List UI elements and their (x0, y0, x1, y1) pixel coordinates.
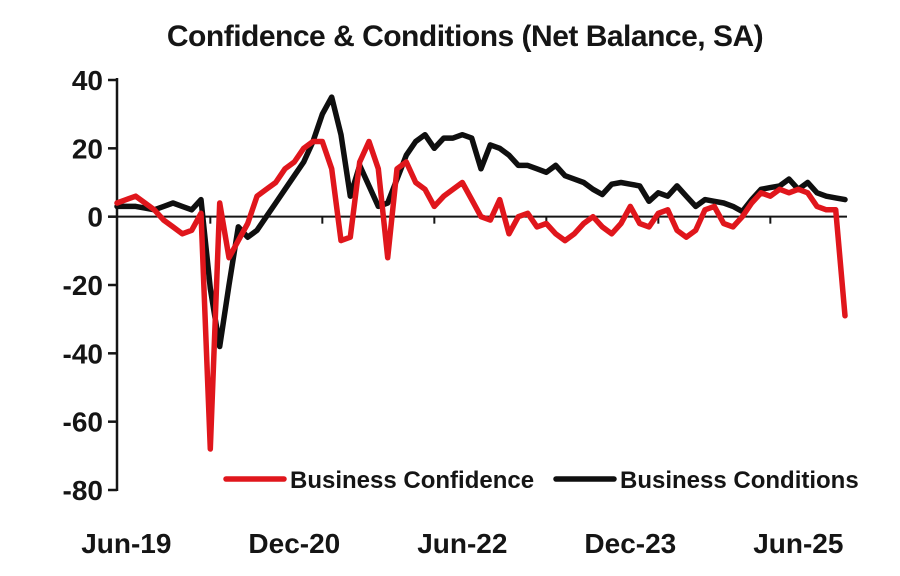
business-confidence-line (114, 138, 848, 452)
business-conditions-line (114, 94, 848, 350)
y-tick-label: 0 (87, 202, 103, 233)
x-tick-label: Jun-25 (753, 528, 843, 559)
y-tick-label: 20 (72, 133, 103, 164)
y-tick-label: -20 (63, 270, 103, 301)
y-tick-label: -40 (63, 338, 103, 369)
x-tick-label: Dec-20 (248, 528, 340, 559)
y-tick-label: 40 (72, 65, 103, 96)
x-tick-label: Jun-22 (417, 528, 507, 559)
y-tick-label: -80 (63, 475, 103, 506)
x-tick-label: Jun-19 (81, 528, 171, 559)
legend-label-business-confidence: Business Confidence (290, 467, 534, 494)
legend-label-business-conditions: Business Conditions (620, 467, 859, 494)
x-tick-label: Dec-23 (584, 528, 676, 559)
chart-title: Confidence & Conditions (Net Balance, SA… (166, 20, 764, 53)
y-tick-label: -60 (63, 407, 103, 438)
